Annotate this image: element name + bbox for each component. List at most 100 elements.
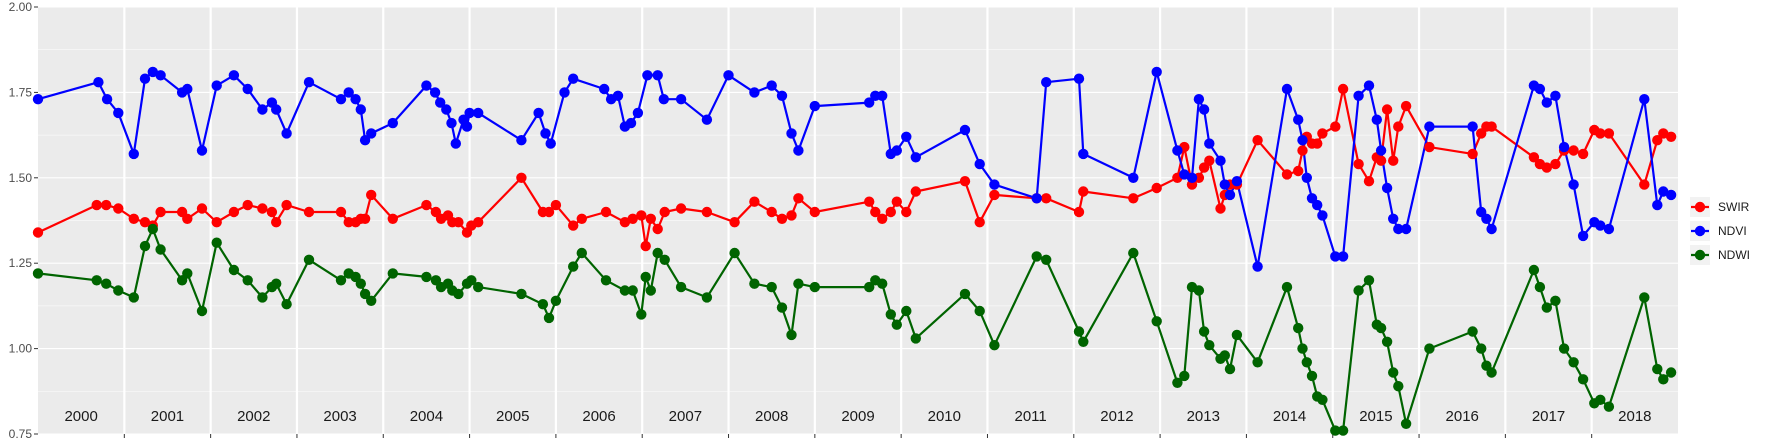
data-point-ndwi <box>1388 367 1399 378</box>
data-point-swir <box>113 203 124 214</box>
data-point-ndwi <box>891 319 902 330</box>
data-point-swir <box>1528 152 1540 163</box>
data-point-swir <box>1639 179 1650 190</box>
data-point-swir <box>1128 193 1139 204</box>
data-point-ndvi <box>652 70 663 81</box>
data-point-ndvi <box>989 179 1000 190</box>
data-point-ndwi <box>1558 343 1570 354</box>
data-point-ndwi <box>974 305 985 317</box>
data-point-ndvi <box>343 87 354 98</box>
y-tick-label: 1.25 <box>9 256 33 270</box>
data-point-swir <box>335 206 347 218</box>
data-point-ndwi <box>652 247 663 259</box>
data-point-ndvi <box>1400 223 1412 235</box>
data-point-ndwi <box>701 292 713 303</box>
data-point-ndwi <box>1467 326 1478 337</box>
data-point-ndwi <box>128 292 139 303</box>
data-point-swir <box>366 189 377 201</box>
data-point-ndvi <box>461 121 473 132</box>
data-point-ndvi <box>1041 77 1052 88</box>
data-point-ndvi <box>464 107 475 119</box>
data-point-ndvi <box>1301 172 1313 183</box>
data-point-ndvi <box>864 97 875 108</box>
data-point-ndvi <box>473 107 484 119</box>
data-point-ndwi <box>335 275 347 286</box>
data-point-ndwi <box>281 299 292 310</box>
data-point-swir <box>1550 158 1561 170</box>
series-points-ndvi <box>32 66 1677 272</box>
data-point-ndvi <box>701 114 713 125</box>
legend-marker-swir <box>1694 201 1706 213</box>
data-point-ndvi <box>1577 230 1589 242</box>
data-point-ndvi <box>1481 213 1492 224</box>
data-point-ndwi <box>355 278 366 289</box>
data-point-ndvi <box>1073 73 1085 84</box>
data-point-ndwi <box>1041 254 1052 265</box>
data-point-ndwi <box>1424 343 1435 354</box>
data-point-ndwi <box>1595 394 1606 405</box>
year-label: 2005 <box>496 408 529 425</box>
data-point-swir <box>516 172 527 183</box>
data-point-swir <box>228 206 240 218</box>
data-point-ndvi <box>1363 80 1375 91</box>
series-points-ndwi <box>32 223 1677 436</box>
data-point-swir <box>91 199 102 211</box>
data-point-ndvi <box>450 138 461 149</box>
data-point-ndvi <box>196 145 208 156</box>
data-point-ndwi <box>421 271 432 283</box>
data-point-ndvi <box>1312 199 1323 211</box>
data-point-ndwi <box>366 295 377 306</box>
data-point-swir <box>1151 182 1162 194</box>
y-tick-label: 1.00 <box>9 342 33 356</box>
data-point-ndwi <box>1393 381 1404 392</box>
data-point-swir <box>645 213 656 224</box>
data-point-swir <box>989 189 1000 201</box>
data-point-ndwi <box>1353 285 1364 296</box>
data-point-ndwi <box>550 295 562 306</box>
data-point-swir <box>1577 148 1589 160</box>
data-point-ndvi <box>211 80 222 91</box>
data-point-ndwi <box>257 292 268 303</box>
data-point-swir <box>652 223 663 235</box>
data-point-ndvi <box>228 70 240 81</box>
data-point-ndvi <box>1317 210 1328 221</box>
data-point-swir <box>636 210 647 221</box>
data-point-ndvi <box>675 94 687 105</box>
data-point-ndwi <box>1219 350 1231 361</box>
data-point-swir <box>1073 206 1085 218</box>
data-point-swir <box>793 193 804 204</box>
year-label: 2012 <box>1100 408 1133 425</box>
data-point-ndvi <box>1172 145 1183 156</box>
data-point-swir <box>675 203 687 214</box>
data-point-ndvi <box>281 128 292 139</box>
data-point-swir <box>1658 128 1669 139</box>
data-point-swir <box>1400 100 1412 112</box>
data-point-ndwi <box>155 244 166 255</box>
data-point-ndvi <box>139 73 151 84</box>
data-point-ndwi <box>1528 264 1540 276</box>
data-point-ndwi <box>640 271 651 283</box>
data-point-ndwi <box>359 288 371 300</box>
year-label: 2007 <box>669 408 702 425</box>
data-point-ndwi <box>1337 425 1349 436</box>
data-point-swir <box>1317 128 1328 139</box>
data-point-swir <box>271 217 282 228</box>
data-point-ndwi <box>211 237 222 248</box>
data-point-ndwi <box>1603 401 1615 412</box>
data-point-ndwi <box>1224 363 1236 375</box>
data-point-swir <box>776 213 788 224</box>
year-label: 2013 <box>1187 408 1220 425</box>
y-tick-label: 1.75 <box>9 85 33 99</box>
data-point-swir <box>1486 121 1497 132</box>
data-point-swir <box>1541 162 1553 173</box>
data-point-ndwi <box>271 278 282 289</box>
data-point-swir <box>1381 104 1393 115</box>
data-point-ndvi <box>147 66 158 78</box>
data-point-ndvi <box>1031 193 1042 204</box>
data-point-ndvi <box>1375 145 1387 156</box>
year-labels: 2000 2001 2002 2003 2004 2005 2006 2007 2008 2009… <box>64 408 1651 425</box>
data-point-swir <box>242 199 253 211</box>
data-point-swir <box>749 196 760 207</box>
data-point-ndwi <box>1073 326 1085 337</box>
